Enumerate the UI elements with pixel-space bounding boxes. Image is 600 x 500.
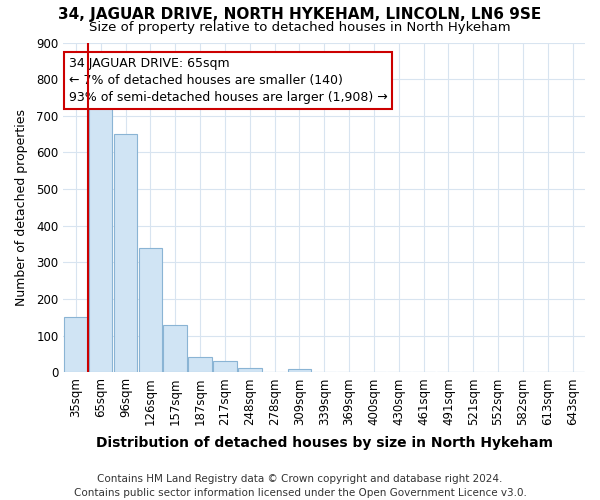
Bar (114, 134, 137, 372)
Text: Contains HM Land Registry data © Crown copyright and database right 2024.
Contai: Contains HM Land Registry data © Crown c… (74, 474, 526, 498)
Text: 34, JAGUAR DRIVE, NORTH HYKEHAM, LINCOLN, LN6 9SE: 34, JAGUAR DRIVE, NORTH HYKEHAM, LINCOLN… (58, 8, 542, 22)
Bar (213, 360, 236, 372)
Y-axis label: Number of detached properties: Number of detached properties (15, 109, 28, 306)
X-axis label: Distribution of detached houses by size in North Hykeham: Distribution of detached houses by size … (96, 436, 553, 450)
Bar (163, 326, 187, 372)
Text: Size of property relative to detached houses in North Hykeham: Size of property relative to detached ho… (89, 21, 511, 34)
Bar (139, 248, 162, 372)
Bar (188, 357, 212, 372)
Bar (89, 108, 112, 372)
Bar (287, 368, 311, 372)
Text: 34 JAGUAR DRIVE: 65sqm
← 7% of detached houses are smaller (140)
93% of semi-det: 34 JAGUAR DRIVE: 65sqm ← 7% of detached … (68, 58, 388, 104)
Bar (238, 368, 262, 372)
Bar (64, 318, 88, 372)
